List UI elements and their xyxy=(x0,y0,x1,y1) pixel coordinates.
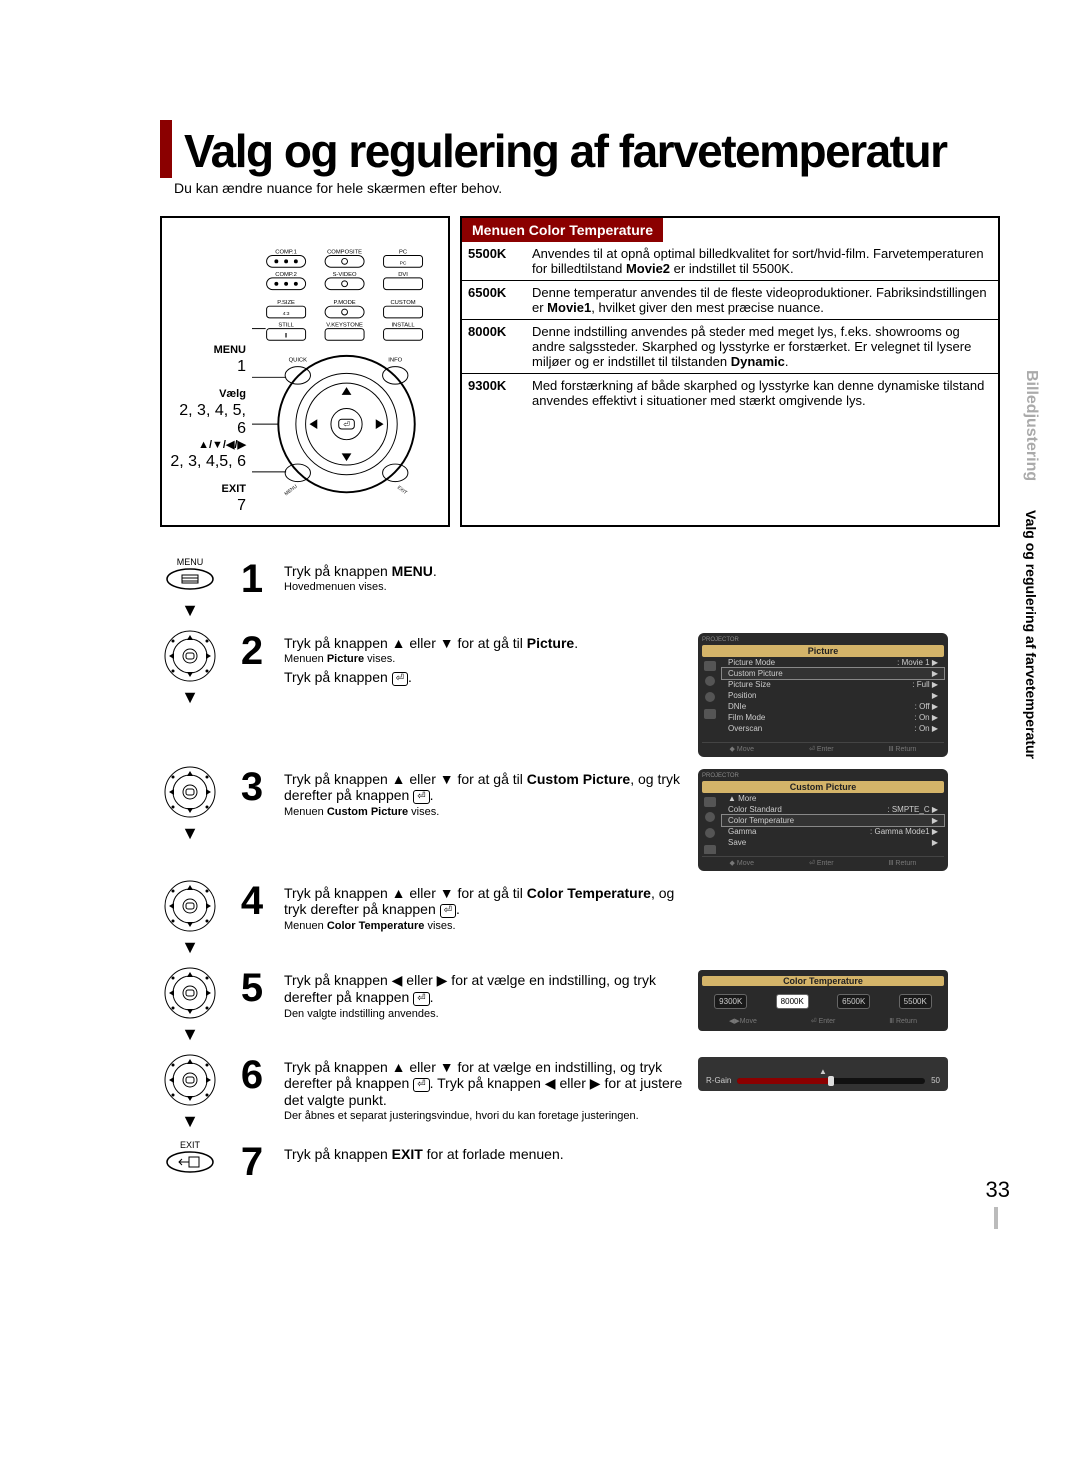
remote-diagram: COMP.1 COMPOSITE PC PC COMP.2 S-VIDEO DV… xyxy=(252,226,442,515)
osd-picture: PROJECTOR Picture Picture Mode: Movie 1 … xyxy=(698,633,948,757)
svg-text:EXIT: EXIT xyxy=(396,485,408,496)
svg-text:MENU: MENU xyxy=(284,483,299,497)
ct-table-header: Menuen Color Temperature xyxy=(462,218,663,242)
step-number: 1 xyxy=(234,557,270,602)
svg-text:P.SIZE: P.SIZE xyxy=(277,300,295,306)
svg-text:DVI: DVI xyxy=(398,272,408,278)
legend-select-step: 2, 3, 4, 5, 6 xyxy=(168,402,246,438)
color-temperature-table: Menuen Color Temperature 5500KAnvendes t… xyxy=(460,216,1000,527)
svg-text:V.KEYSTONE: V.KEYSTONE xyxy=(326,323,363,329)
remote-legend-box: MENU 1 Vælg 2, 3, 4, 5, 6 ▲/▼/◀/▶ 2, 3, … xyxy=(160,216,450,527)
exit-button-icon xyxy=(165,1150,215,1174)
page-title: Valg og regulering af farvetemperatur xyxy=(184,124,947,178)
ct-key: 5500K xyxy=(462,242,526,281)
ct-key: 6500K xyxy=(462,281,526,320)
dpad-icon xyxy=(163,879,217,933)
ct-desc: Denne indstilling anvendes på steder med… xyxy=(526,320,998,374)
down-arrow-icon: ▼ xyxy=(181,1111,199,1132)
down-arrow-icon: ▼ xyxy=(181,1024,199,1045)
dpad-icon xyxy=(163,966,217,1020)
svg-text:PC: PC xyxy=(400,260,407,266)
svg-text:INSTALL: INSTALL xyxy=(391,323,415,329)
svg-text:CUSTOM: CUSTOM xyxy=(390,300,415,306)
step-number: 4 xyxy=(234,879,270,924)
step-text: Tryk på knappen ▲ eller ▼ for at gå til … xyxy=(284,879,684,932)
legend-menu-step: 1 xyxy=(168,358,246,376)
step-row: MENU ▼ 1 Tryk på knappen MENU. Hovedmenu… xyxy=(160,557,1000,621)
step-text: Tryk på knappen ▲ eller ▼ for at gå til … xyxy=(284,629,684,686)
ct-key: 9300K xyxy=(462,374,526,413)
step-number: 7 xyxy=(234,1140,270,1185)
menu-button-icon xyxy=(165,567,215,591)
legend-arrows-step: 2, 3, 4,5, 6 xyxy=(168,453,246,471)
page-number: 33 xyxy=(986,1177,1010,1203)
step-number: 3 xyxy=(234,765,270,810)
step-row: EXIT 7 Tryk på knappen EXIT for at forla… xyxy=(160,1140,1000,1185)
svg-text:Ⅱ: Ⅱ xyxy=(285,333,288,339)
step-text: Tryk på knappen ▲ eller ▼ for at gå til … xyxy=(284,765,684,818)
legend-arrows: ▲/▼/◀/▶ xyxy=(168,438,246,451)
side-tab: Billedjustering Valg og regulering af fa… xyxy=(1022,370,1040,759)
step-row: ▼ 3 Tryk på knappen ▲ eller ▼ for at gå … xyxy=(160,765,1000,871)
svg-text:S-VIDEO: S-VIDEO xyxy=(333,272,357,278)
down-arrow-icon: ▼ xyxy=(181,823,199,844)
step-number: 5 xyxy=(234,966,270,1011)
down-arrow-icon: ▼ xyxy=(181,600,199,621)
ct-desc: Denne temperatur anvendes til de fleste … xyxy=(526,281,998,320)
svg-text:PC: PC xyxy=(399,250,407,256)
svg-text:P.MODE: P.MODE xyxy=(333,300,355,306)
osd-custom-picture: PROJECTOR Custom Picture ▲ More Color St… xyxy=(698,769,948,871)
step-text: Tryk på knappen ▲ eller ▼ for at vælge e… xyxy=(284,1053,684,1122)
svg-text:INFO: INFO xyxy=(388,358,402,364)
step-row: ▼ 5 Tryk på knappen ◀ eller ▶ for at væl… xyxy=(160,966,1000,1045)
legend-menu: MENU xyxy=(168,344,246,356)
step-text: Tryk på knappen EXIT for at forlade menu… xyxy=(284,1140,684,1162)
step-text: Tryk på knappen MENU. Hovedmenuen vises. xyxy=(284,557,684,593)
svg-text:QUICK: QUICK xyxy=(289,358,308,364)
osd-slider: ▲ R-Gain 50 xyxy=(698,1057,948,1091)
osd-color-temperature-strip: Color Temperature 9300K8000K6500K5500K ◀… xyxy=(698,970,948,1031)
svg-text:COMPOSITE: COMPOSITE xyxy=(327,250,362,256)
step-text: Tryk på knappen ◀ eller ▶ for at vælge e… xyxy=(284,966,684,1020)
step-row: ▼ 2 Tryk på knappen ▲ eller ▼ for at gå … xyxy=(160,629,1000,757)
svg-text:STILL: STILL xyxy=(278,323,294,329)
svg-text:COMP.2: COMP.2 xyxy=(275,272,297,278)
step-row: ▼ 4 Tryk på knappen ▲ eller ▼ for at gå … xyxy=(160,879,1000,958)
dpad-icon xyxy=(163,1053,217,1107)
ct-desc: Anvendes til at opnå optimal billedkvali… xyxy=(526,242,998,281)
step-row: ▼ 6 Tryk på knappen ▲ eller ▼ for at væl… xyxy=(160,1053,1000,1132)
ct-key: 8000K xyxy=(462,320,526,374)
legend-select: Vælg xyxy=(168,388,246,400)
step-number: 2 xyxy=(234,629,270,674)
dpad-icon xyxy=(163,629,217,683)
dpad-icon xyxy=(163,765,217,819)
legend-exit: EXIT xyxy=(168,483,246,495)
svg-text:COMP.1: COMP.1 xyxy=(275,250,297,256)
svg-text:⏎: ⏎ xyxy=(343,420,350,429)
legend-exit-step: 7 xyxy=(168,497,246,515)
svg-text:4:3: 4:3 xyxy=(283,311,290,317)
down-arrow-icon: ▼ xyxy=(181,687,199,708)
down-arrow-icon: ▼ xyxy=(181,937,199,958)
step-number: 6 xyxy=(234,1053,270,1098)
page-subtitle: Du kan ændre nuance for hele skærmen eft… xyxy=(174,180,1000,196)
ct-desc: Med forstærkning af både skarphed og lys… xyxy=(526,374,998,413)
